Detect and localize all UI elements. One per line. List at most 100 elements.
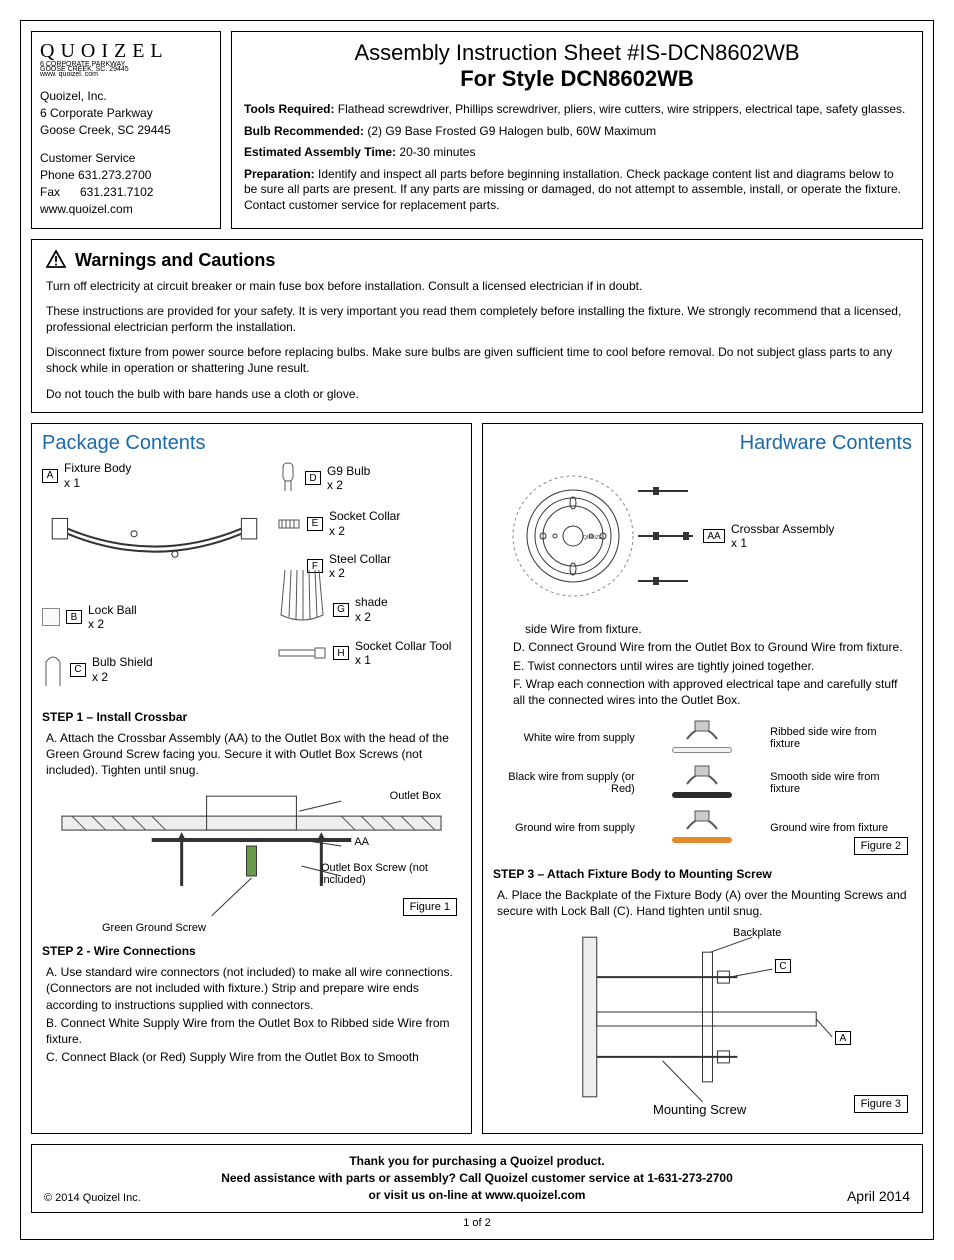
fig1-aa: AA xyxy=(354,836,369,848)
part-h: H Socket Collar Tool x 1 xyxy=(277,639,461,668)
part-c-qty: x 2 xyxy=(92,670,108,684)
part-b-label: Lock Ball x 2 xyxy=(88,603,137,632)
footer-date: April 2014 xyxy=(847,1188,910,1204)
step3-body: A. Place the Backplate of the Fixture Bo… xyxy=(497,887,912,919)
bulb-text: (2) G9 Base Frosted G9 Halogen bulb, 60W… xyxy=(367,124,656,138)
hw-aa-name: Crossbar Assembly xyxy=(731,522,834,536)
hw-aa: AA Crossbar Assembly x 1 xyxy=(703,522,834,551)
part-b-qty: x 2 xyxy=(88,617,104,631)
hardware-contents-title: Hardware Contents xyxy=(493,432,912,455)
prep-text: Identify and inspect all parts before be… xyxy=(244,167,901,212)
figure1-label: Figure 1 xyxy=(403,898,457,916)
part-c: C Bulb Shield x 2 xyxy=(42,652,267,688)
hw-aa-label: Crossbar Assembly x 1 xyxy=(731,522,834,551)
part-e-qty: x 2 xyxy=(329,524,345,538)
step2-e: E. Twist connectors until wires are tigh… xyxy=(513,658,912,674)
crossbar-sketch: QUOIZEL xyxy=(493,461,693,611)
prep-label: Preparation: xyxy=(244,167,315,181)
step2-d: D. Connect Ground Wire from the Outlet B… xyxy=(513,639,912,655)
step2-c: C. Connect Black (or Red) Supply Wire fr… xyxy=(46,1049,461,1065)
step2-body-cont: side Wire from fixture. D. Connect Groun… xyxy=(513,621,912,708)
figure2-label: Figure 2 xyxy=(854,837,908,855)
warning-p4: Do not touch the bulb with bare hands us… xyxy=(46,387,908,403)
footer-center: Thank you for purchasing a Quoizel produ… xyxy=(44,1153,910,1203)
parts-right: D G9 Bulb x 2 E Socket Collar x 2 xyxy=(277,461,461,702)
part-c-name: Bulb Shield xyxy=(92,655,153,669)
footer-l3: or visit us on-line at www.quoizel.com xyxy=(44,1187,910,1204)
part-letter-e: E xyxy=(307,517,323,531)
header-box: Assembly Instruction Sheet #IS-DCN8602WB… xyxy=(231,31,923,229)
fig1-outletbox: Outlet Box xyxy=(390,790,441,802)
logo: QUOIZEL xyxy=(40,40,212,63)
part-f-label: Steel Collar x 2 xyxy=(329,552,391,581)
fig3-backplate: Backplate xyxy=(733,927,781,939)
time-text: 20-30 minutes xyxy=(399,145,475,159)
part-a-name: Fixture Body xyxy=(64,461,131,475)
warnings-title: Warnings and Cautions xyxy=(46,250,908,273)
step2-a: A. Use standard wire connectors (not inc… xyxy=(46,964,461,1013)
figure-1: Outlet Box AA Outlet Box Screw (not incl… xyxy=(42,786,461,936)
parts-left: A Fixture Body x 1 xyxy=(42,461,267,702)
part-letter-b: B xyxy=(66,610,82,624)
cs-phone: Phone 631.273.2700 xyxy=(40,167,212,184)
part-g-qty: x 2 xyxy=(355,610,371,624)
wire-r2-r: Smooth side wire from fixture xyxy=(766,761,910,804)
fig1-obs: Outlet Box Screw (not included) xyxy=(321,862,451,886)
part-h-name: Socket Collar Tool xyxy=(355,639,452,653)
lockball-sketch xyxy=(42,608,60,626)
wire-r1-l: White wire from supply xyxy=(495,716,639,759)
step1-title: STEP 1 – Install Crossbar xyxy=(42,710,461,724)
step1-a: A. Attach the Crossbar Assembly (AA) to … xyxy=(46,730,461,779)
package-parts: A Fixture Body x 1 xyxy=(42,461,461,702)
warnings-box: Warnings and Cautions Turn off electrici… xyxy=(31,239,923,414)
step2-b: B. Connect White Supply Wire from the Ou… xyxy=(46,1015,461,1047)
collartool-sketch xyxy=(277,646,327,660)
step3-title: STEP 3 – Attach Fixture Body to Mounting… xyxy=(493,867,912,881)
part-letter-c: C xyxy=(70,663,86,677)
part-h-qty: x 1 xyxy=(355,653,371,667)
footer-l1: Thank you for purchasing a Quoizel produ… xyxy=(44,1153,910,1170)
hw-aa-qty: x 1 xyxy=(731,536,747,550)
fig3-c: C xyxy=(775,959,791,973)
cs-label: Customer Service xyxy=(40,150,212,167)
part-letter-a: A xyxy=(42,469,58,483)
tools-text: Flathead screwdriver, Phillips screwdriv… xyxy=(338,102,906,116)
page-border: QUOIZEL 6 CORPORATE PARKWAY GOOSE CREEK.… xyxy=(20,20,934,1240)
white-wire-bar xyxy=(672,747,732,753)
time-block: Estimated Assembly Time: 20-30 minutes xyxy=(244,145,910,161)
footer-l2: Need assistance with parts or assembly? … xyxy=(44,1170,910,1187)
fig3-a: A xyxy=(835,1031,851,1045)
tools-label: Tools Required: xyxy=(244,102,334,116)
part-d-name: G9 Bulb xyxy=(327,464,370,478)
svg-text:QUOIZEL: QUOIZEL xyxy=(583,535,605,541)
part-e-name: Socket Collar xyxy=(329,509,400,523)
part-e-label: Socket Collar x 2 xyxy=(329,509,400,538)
figure3-label: Figure 3 xyxy=(854,1095,908,1113)
company-name: Quoizel, Inc. xyxy=(40,88,212,105)
wire-r1-r: Ribbed side wire from fixture xyxy=(766,716,910,759)
g9bulb-sketch xyxy=(277,461,299,495)
figure-2: White wire from supply Ribbed side wire … xyxy=(493,714,912,851)
part-b-name: Lock Ball xyxy=(88,603,137,617)
step2-body: A. Use standard wire connectors (not inc… xyxy=(46,964,461,1065)
part-letter-h: H xyxy=(333,646,349,660)
part-g-label: shade x 2 xyxy=(355,595,388,624)
part-a-qty: x 1 xyxy=(64,476,80,490)
bulb-label: Bulb Recommended: xyxy=(244,124,364,138)
fixture-body-sketch xyxy=(42,494,267,594)
shade-sketch xyxy=(277,565,327,625)
warning-p2: These instructions are provided for your… xyxy=(46,304,908,335)
wire-r3-bar xyxy=(641,806,764,849)
wire-r3-l: Ground wire from supply xyxy=(495,806,639,849)
wire-r2-l: Black wire from supply (or Red) xyxy=(495,761,639,804)
fig3-mounting: Mounting Screw xyxy=(653,1102,746,1117)
page-number: 1 of 2 xyxy=(31,1217,923,1229)
part-d-label: G9 Bulb x 2 xyxy=(327,464,370,493)
step2-c-cont: side Wire from fixture. xyxy=(525,621,912,637)
footer-box: Thank you for purchasing a Quoizel produ… xyxy=(31,1144,923,1212)
company-address: Quoizel, Inc. 6 Corporate Parkway Goose … xyxy=(40,88,212,138)
sheet-title: Assembly Instruction Sheet #IS-DCN8602WB xyxy=(244,40,910,66)
step2-title: STEP 2 - Wire Connections xyxy=(42,944,461,958)
part-b: B Lock Ball x 2 xyxy=(42,603,267,632)
part-h-label: Socket Collar Tool x 1 xyxy=(355,639,452,668)
